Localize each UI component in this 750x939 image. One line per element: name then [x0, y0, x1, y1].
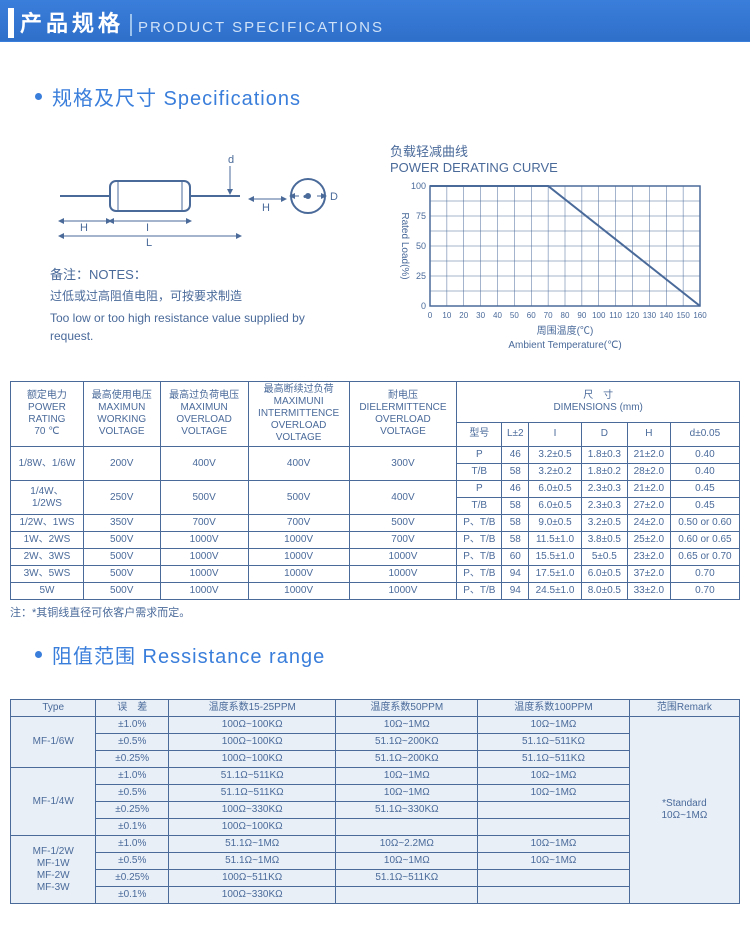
svg-text:75: 75 [416, 211, 426, 221]
svg-text:100: 100 [411, 181, 426, 191]
spec-table: 额定电力POWERRATING70 ℃最高使用电压MAXIMUNWORKINGV… [10, 381, 740, 600]
section1-heading: 规格及尺寸 Specifications [0, 82, 750, 111]
svg-text:150: 150 [676, 311, 690, 320]
svg-text:160: 160 [693, 311, 707, 320]
bullet-icon [35, 93, 42, 100]
banner-bar-icon [8, 8, 14, 38]
svg-text:120: 120 [626, 311, 640, 320]
label-H2: H [262, 202, 270, 214]
chart-title-en: POWER DERATING CURVE [390, 160, 720, 175]
svg-text:Ambient Temperature(℃): Ambient Temperature(℃) [508, 340, 621, 351]
notes-label: 备注：NOTES： [50, 264, 350, 283]
svg-text:50: 50 [416, 241, 426, 251]
svg-text:10: 10 [442, 311, 451, 320]
table1-note: 注：*其铜线直径可依客户需求而定。 [0, 600, 750, 640]
notes-en: Too low or too high resistance value sup… [50, 309, 350, 345]
label-d: d [228, 154, 234, 166]
svg-text:90: 90 [577, 311, 586, 320]
banner-title-en: PRODUCT SPECIFICATIONS [138, 19, 750, 36]
section2-heading: 阻值范围 Ressistance range [0, 640, 750, 669]
resistance-table: Type误 差温度系数15-25PPM温度系数50PPM温度系数100PPM范围… [10, 699, 740, 904]
banner-title-cn: 产品规格 [20, 6, 124, 38]
svg-text:70: 70 [544, 311, 553, 320]
label-H1: H [80, 222, 88, 234]
svg-text:100: 100 [592, 311, 606, 320]
svg-text:周围温度(℃): 周围温度(℃) [537, 324, 594, 337]
svg-text:0: 0 [421, 301, 426, 311]
svg-text:110: 110 [609, 311, 622, 320]
svg-text:25: 25 [416, 271, 426, 281]
derating-chart: Rated Load(%)010203040506070809010011012… [390, 181, 710, 356]
svg-text:80: 80 [561, 311, 570, 320]
svg-text:Rated Load(%): Rated Load(%) [399, 212, 410, 279]
page-banner: 产品规格 PRODUCT SPECIFICATIONS [0, 0, 750, 42]
resistor-diagram: d H I L H • D [50, 141, 350, 251]
bullet-icon [35, 651, 42, 658]
svg-text:20: 20 [459, 311, 468, 320]
svg-text:•: • [303, 191, 307, 203]
svg-text:140: 140 [660, 311, 674, 320]
svg-text:30: 30 [476, 311, 485, 320]
svg-text:0: 0 [428, 311, 433, 320]
svg-text:40: 40 [493, 311, 502, 320]
svg-text:50: 50 [510, 311, 519, 320]
section1-title: 规格及尺寸 Specifications [52, 82, 301, 111]
section2-title: 阻值范围 Ressistance range [52, 640, 325, 669]
svg-text:60: 60 [527, 311, 536, 320]
chart-title-cn: 负载轻减曲线 [390, 141, 720, 160]
notes-cn: 过低或过高阻值电阻，可按要求制造 [50, 287, 350, 305]
label-L: L [146, 237, 152, 249]
banner-separator [130, 14, 132, 36]
label-D: D [330, 191, 338, 203]
svg-text:130: 130 [643, 311, 657, 320]
label-I: I [146, 222, 149, 234]
